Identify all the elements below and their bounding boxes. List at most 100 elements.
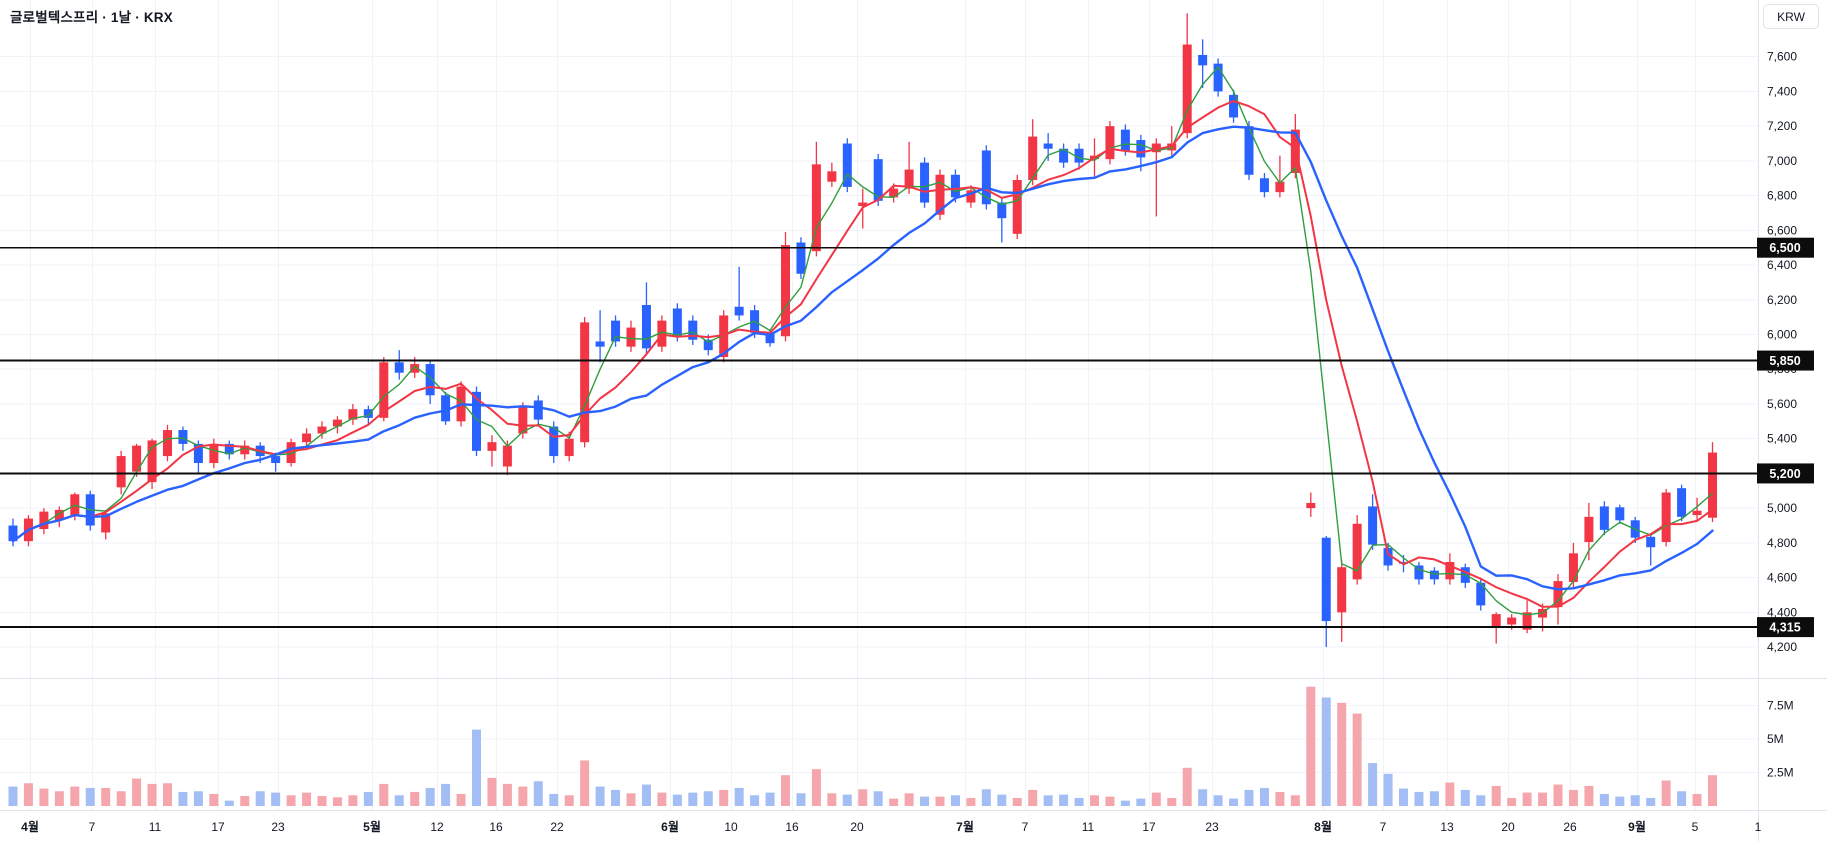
volume-bar [688,792,698,806]
price-level-lines[interactable] [0,246,1758,629]
candle-body [518,407,528,434]
volume-bar [224,800,234,806]
candle-body [1522,612,1532,630]
price-tick-label: 6,600 [1767,223,1797,237]
candle-body [332,419,342,427]
price-tick-label: 7,000 [1767,154,1797,168]
symbol-title[interactable]: 글로벌텍스프리 · 1날 · KRX [10,10,173,25]
volume-bar [1337,702,1347,806]
volume-bar [1321,697,1331,806]
candle-body [873,159,883,201]
volume-bar [502,783,512,806]
candle-body [1615,507,1625,521]
volume-bar [873,791,883,806]
candle-body [981,150,991,205]
candle-body [1414,565,1424,580]
volume-tick-label: 7.5M [1767,699,1794,713]
candle-body [626,327,636,347]
candle-body [441,395,451,422]
price-tick-label: 4,400 [1767,605,1797,619]
volume-bars [8,686,1717,806]
volume-bar [1259,787,1269,806]
volume-bar [626,793,636,806]
volume-bar [163,783,172,806]
candle-body [719,315,729,358]
volume-bar [441,783,451,806]
month-label: 6월 [661,819,679,834]
candle-body [163,430,172,457]
candle-body [703,339,713,351]
price-tick-label: 7,200 [1767,119,1797,133]
currency-badge[interactable]: KRW [1763,4,1819,29]
volume-bar [734,787,744,806]
candle-body [394,362,404,373]
level-badge-label: 6,500 [1769,241,1800,255]
volume-bar [811,769,821,806]
price-tick-label: 6,000 [1767,328,1797,342]
candle-body [1321,537,1331,622]
volume-bar [1368,763,1378,806]
level-badge [1757,463,1814,484]
volume-bar [564,795,574,806]
candle-body [1553,581,1563,608]
volume-bar [240,795,250,806]
candle-body [54,509,64,521]
candle-body [1074,148,1084,163]
mid-ma-red [12,100,1714,608]
date-label: 16 [785,820,799,834]
volume-bar [827,793,837,806]
volume-bar [1306,686,1316,806]
volume-bar [672,794,682,806]
slow-ma-blue [11,125,1714,591]
candle-body [796,242,806,274]
volume-bar [1568,789,1578,806]
candle-body [410,364,420,373]
volume-bar [1522,792,1532,806]
volume-bar [255,791,265,806]
candle-body [224,443,234,455]
volume-bar [703,791,713,806]
volume-bar [317,795,327,806]
candlesticks [8,13,1717,648]
price-tick-label: 5,600 [1767,397,1797,411]
volume-bar [595,786,605,806]
volume-bar [1182,767,1192,806]
candle-body [950,174,960,198]
candle-body [549,426,559,457]
candle-body [1445,561,1455,580]
volume-bar [1460,789,1470,806]
candle-body [1337,567,1347,613]
candle-body [1059,148,1069,163]
volume-bar [920,796,930,806]
volume-bar [147,783,157,806]
level-badges: 6,500 5,850 5,200 4,315 [1757,237,1814,638]
volume-bar [1290,795,1300,806]
date-label: 22 [550,820,564,834]
candle-body [8,525,18,542]
price-axis[interactable]: 7,600 7,400 7,200 7,000 6,800 6,600 6,400 6,200… [1767,50,1797,780]
volume-bar [533,781,543,806]
volume-bar [1136,798,1146,806]
candle-body [1306,502,1316,509]
volume-bar [1414,791,1424,806]
month-label: 7월 [956,819,974,834]
candle-body [487,442,497,451]
candle-body [611,320,621,342]
candle-body [348,409,358,420]
volume-bar [1059,794,1069,806]
candle-body [1259,178,1269,193]
time-axis[interactable]: 4월 7 11 17 23 5월 12 16 22 6월 10 16 20 7월 7 11 17 23 8월 7 13 2… [21,819,1762,834]
volume-bar [23,783,33,806]
volume-bar [1167,797,1177,806]
volume-bar [363,791,373,806]
volume-bar [379,783,389,806]
volume-bar [1584,785,1594,806]
volume-bar [302,792,312,806]
candle-body [688,320,698,340]
candle-body [781,245,790,337]
volume-bar [1677,791,1687,806]
candle-body [1491,614,1501,627]
candle-body [1368,506,1378,545]
